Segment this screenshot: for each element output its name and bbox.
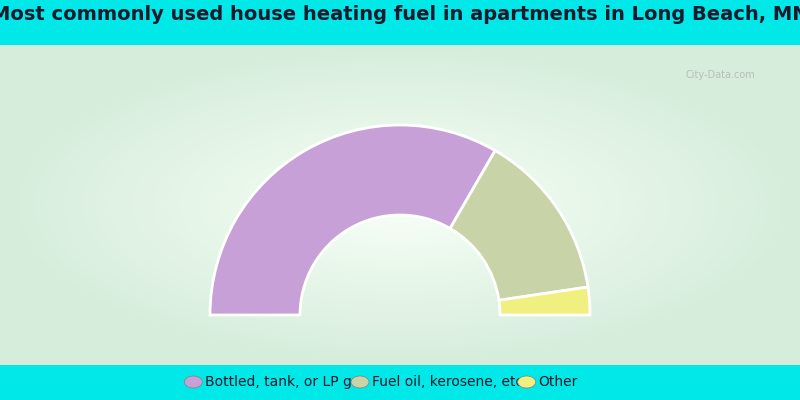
Text: Most commonly used house heating fuel in apartments in Long Beach, MN: Most commonly used house heating fuel in…	[0, 6, 800, 24]
Text: Fuel oil, kerosene, etc.: Fuel oil, kerosene, etc.	[372, 375, 527, 389]
Ellipse shape	[518, 376, 536, 388]
Text: City-Data.com: City-Data.com	[686, 70, 755, 80]
Ellipse shape	[184, 376, 202, 388]
Wedge shape	[499, 287, 590, 315]
Wedge shape	[210, 125, 495, 315]
Wedge shape	[450, 150, 588, 300]
Ellipse shape	[351, 376, 369, 388]
Text: Other: Other	[538, 375, 578, 389]
Text: Bottled, tank, or LP gas: Bottled, tank, or LP gas	[206, 375, 368, 389]
